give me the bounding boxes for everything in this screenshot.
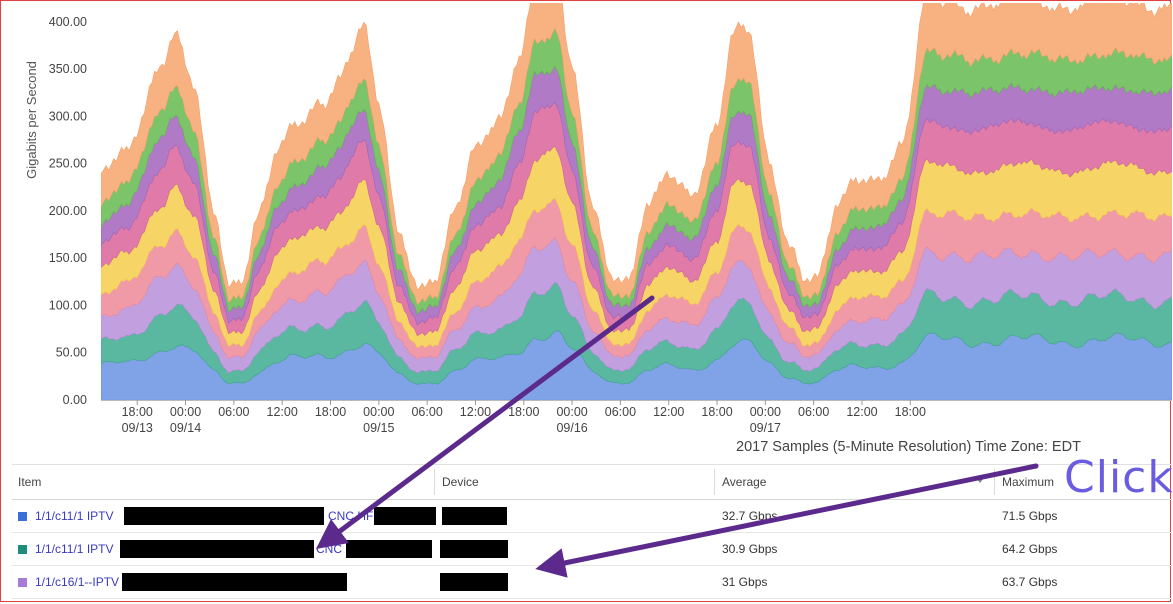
item-link[interactable]: 1/1/c11/1 IPTV (35, 542, 114, 556)
redaction-bar (124, 507, 324, 525)
y-axis-label: Gigabits per Second (24, 61, 39, 179)
x-tick-label: 18:00 (895, 405, 926, 419)
item-link-tail[interactable]: CNC HF (328, 509, 374, 523)
y-axis-title: Gigabits per Second (24, 61, 39, 179)
column-divider (434, 469, 435, 495)
series-color-swatch (18, 577, 27, 587)
row-maximum-cell: 63.7 Gbps (1002, 575, 1058, 589)
redaction-bar-device (440, 573, 508, 591)
x-tick-label: 12:00 (846, 405, 877, 419)
item-link[interactable]: 1/1/c16/1--IPTV (35, 575, 120, 589)
x-axis-ticks: 18:00 09/13 00:00 09/14 06:00 12:00 18:00 00:00… (101, 400, 1172, 435)
x-tick-label: 18:00 (508, 405, 539, 419)
item-link[interactable]: 1/1/c11/1 IPTV (35, 509, 114, 523)
x-tick-date-label: 09/14 (170, 421, 201, 435)
chevron-down-icon (976, 478, 984, 483)
x-tick-date-label: 09/13 (122, 421, 153, 435)
row-item-cell: 1/1/c16/1--IPTV (18, 566, 428, 598)
column-header-device[interactable]: Device (442, 475, 479, 489)
y-axis-ticks: 0.00 50.00 100.00 150.00 200.00 250.00 300.00 3… (49, 15, 87, 407)
stacked-area-chart: Gigabits per Second 0.00 50.00 100.00 150.0… (24, 3, 1172, 455)
redaction-bar (374, 507, 436, 525)
y-tick-label: 300.00 (49, 109, 87, 123)
redaction-bar (120, 540, 314, 558)
series-area-9 (101, 3, 1172, 306)
x-tick-label: 18:00 (701, 405, 732, 419)
redaction-bar (346, 540, 432, 558)
table-header-row: Item Device Average Maximum (12, 464, 1172, 500)
x-tick-label: 00:00 (556, 405, 587, 419)
row-average-cell: 32.7 Gbps (722, 509, 778, 523)
x-tick-label: 12:00 (460, 405, 491, 419)
x-tick-label: 06:00 (411, 405, 442, 419)
series-color-swatch (18, 511, 27, 521)
row-average-cell: 30.9 Gbps (722, 542, 778, 556)
click-annotation-label: Click (1064, 452, 1173, 503)
y-tick-label: 200.00 (49, 204, 87, 218)
column-divider (714, 469, 715, 495)
x-tick-label: 06:00 (798, 405, 829, 419)
x-tick-label: 00:00 (363, 405, 394, 419)
series-color-swatch (18, 544, 27, 554)
x-tick-label: 18:00 (122, 405, 153, 419)
x-tick-label: 00:00 (750, 405, 781, 419)
column-header-item[interactable]: Item (18, 475, 42, 489)
x-tick-label: 12:00 (653, 405, 684, 419)
x-tick-date-label: 09/15 (363, 421, 394, 435)
y-tick-label: 50.00 (56, 346, 87, 360)
column-header-average[interactable]: Average (722, 465, 992, 499)
table-row: 1/1/c16/1--IPTV 31 Gbps 63.7 Gbps (12, 566, 1172, 599)
item-link-tail[interactable]: CNC (316, 542, 342, 556)
y-tick-label: 150.00 (49, 251, 87, 265)
redaction-bar-device (440, 540, 508, 558)
redaction-bar-device (442, 507, 507, 525)
x-tick-label: 00:00 (170, 405, 201, 419)
y-tick-label: 250.00 (49, 157, 87, 171)
table-row: 1/1/c11/1 IPTV CNC HF 32.7 Gbps 71.5 Gbp… (12, 500, 1172, 533)
redaction-bar (122, 573, 347, 591)
column-header-average-label: Average (722, 475, 767, 489)
y-tick-label: 0.00 (63, 393, 87, 407)
table-row: 1/1/c11/1 IPTV CNC 30.9 Gbps 64.2 Gbps (12, 533, 1172, 566)
row-maximum-cell: 64.2 Gbps (1002, 542, 1058, 556)
plot-area (101, 3, 1172, 400)
x-tick-label: 18:00 (315, 405, 346, 419)
row-maximum-cell: 71.5 Gbps (1002, 509, 1058, 523)
column-divider (994, 469, 995, 495)
row-item-cell: 1/1/c11/1 IPTV (18, 533, 428, 565)
y-tick-label: 100.00 (49, 298, 87, 312)
y-tick-label: 350.00 (49, 62, 87, 76)
x-tick-date-label: 09/16 (556, 421, 587, 435)
x-tick-label: 12:00 (267, 405, 298, 419)
x-tick-label: 06:00 (605, 405, 636, 419)
x-tick-date-label: 09/17 (750, 421, 781, 435)
data-table: Item Device Average Maximum 1/1/c11/1 IP… (12, 464, 1172, 599)
row-average-cell: 31 Gbps (722, 575, 768, 589)
sort-indicator[interactable] (976, 465, 992, 499)
row-item-cell: 1/1/c11/1 IPTV (18, 500, 428, 532)
y-tick-label: 400.00 (49, 15, 87, 29)
chart-footer: 2017 Samples (5-Minute Resolution) Time … (736, 439, 1081, 455)
x-tick-label: 06:00 (218, 405, 249, 419)
